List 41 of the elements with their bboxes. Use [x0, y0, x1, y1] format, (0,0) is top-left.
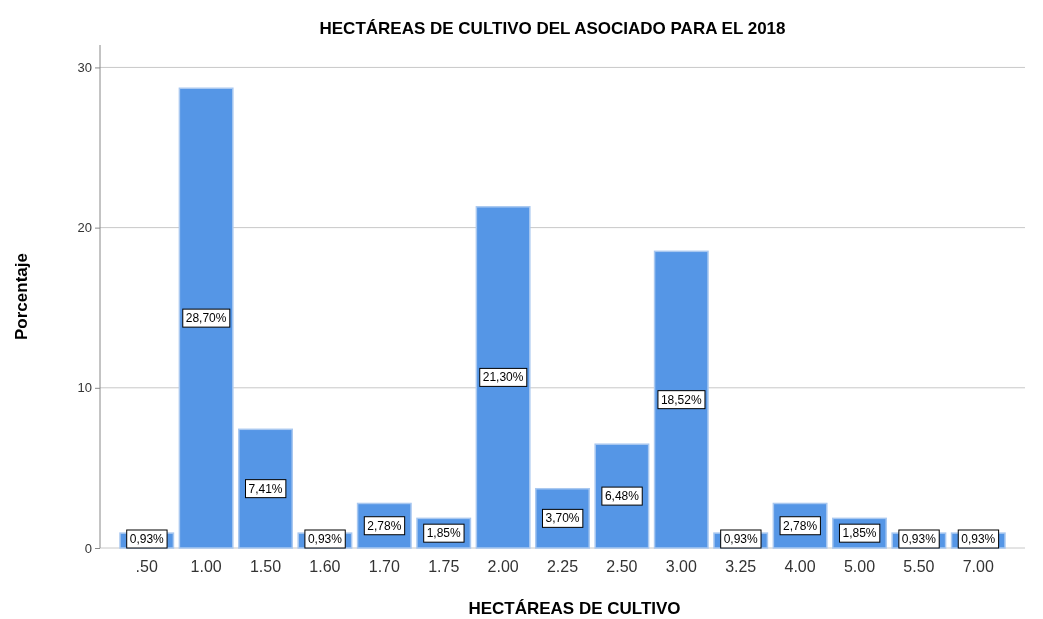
x-tick-label: 1.50 — [249, 557, 282, 575]
x-tick-label: 3.00 — [665, 557, 697, 575]
bar — [475, 206, 531, 549]
x-tick-label: 1.70 — [368, 557, 400, 575]
data-label: 3,70% — [545, 511, 580, 526]
data-label: 2,78% — [367, 518, 402, 533]
data-label: 0,93% — [129, 532, 165, 546]
data-label: 21,30% — [482, 370, 524, 385]
y-tick-label: 30 — [77, 60, 92, 76]
data-label: 7,41% — [248, 481, 283, 496]
y-tick-label: 10 — [77, 380, 92, 396]
data-label: 2,78% — [783, 518, 818, 533]
x-tick-label: 7.00 — [962, 557, 994, 575]
x-tick-label: 1.75 — [428, 557, 460, 575]
x-tick-label: 3.25 — [725, 557, 757, 575]
data-label: 1,85% — [842, 526, 877, 541]
y-tick-label: 20 — [77, 220, 92, 236]
y-tick-label: 0 — [84, 540, 92, 556]
bar — [653, 250, 709, 549]
x-tick-label: 1.00 — [190, 557, 222, 575]
x-tick-label: 2.00 — [487, 557, 519, 575]
bar — [238, 428, 293, 549]
x-tick-label: 1.60 — [309, 557, 341, 575]
data-label: 0,93% — [307, 532, 343, 546]
data-label: 0,93% — [901, 532, 937, 546]
data-label: 6,48% — [604, 489, 640, 504]
bar — [178, 87, 234, 549]
data-label: 18,52% — [660, 392, 702, 407]
x-tick-label: 4.00 — [784, 557, 816, 575]
x-tick-label: .50 — [135, 557, 158, 575]
x-tick-label: 5.50 — [903, 557, 935, 575]
x-tick-label: 5.00 — [843, 557, 876, 575]
chart-title: HECTÁREAS DE CULTIVO DEL ASOCIADO PARA EL 2018 — [319, 19, 786, 38]
data-label: 28,70% — [185, 311, 227, 326]
y-axis-title: Porcentaje — [12, 253, 31, 340]
x-tick-label: 2.50 — [606, 557, 638, 575]
x-axis-title: HECTÁREAS DE CULTIVO — [468, 599, 681, 618]
data-label: 0,93% — [723, 532, 759, 546]
x-tick-label: 2.25 — [546, 557, 579, 575]
data-label: 1,85% — [426, 526, 462, 541]
data-label: 0,93% — [961, 532, 996, 546]
